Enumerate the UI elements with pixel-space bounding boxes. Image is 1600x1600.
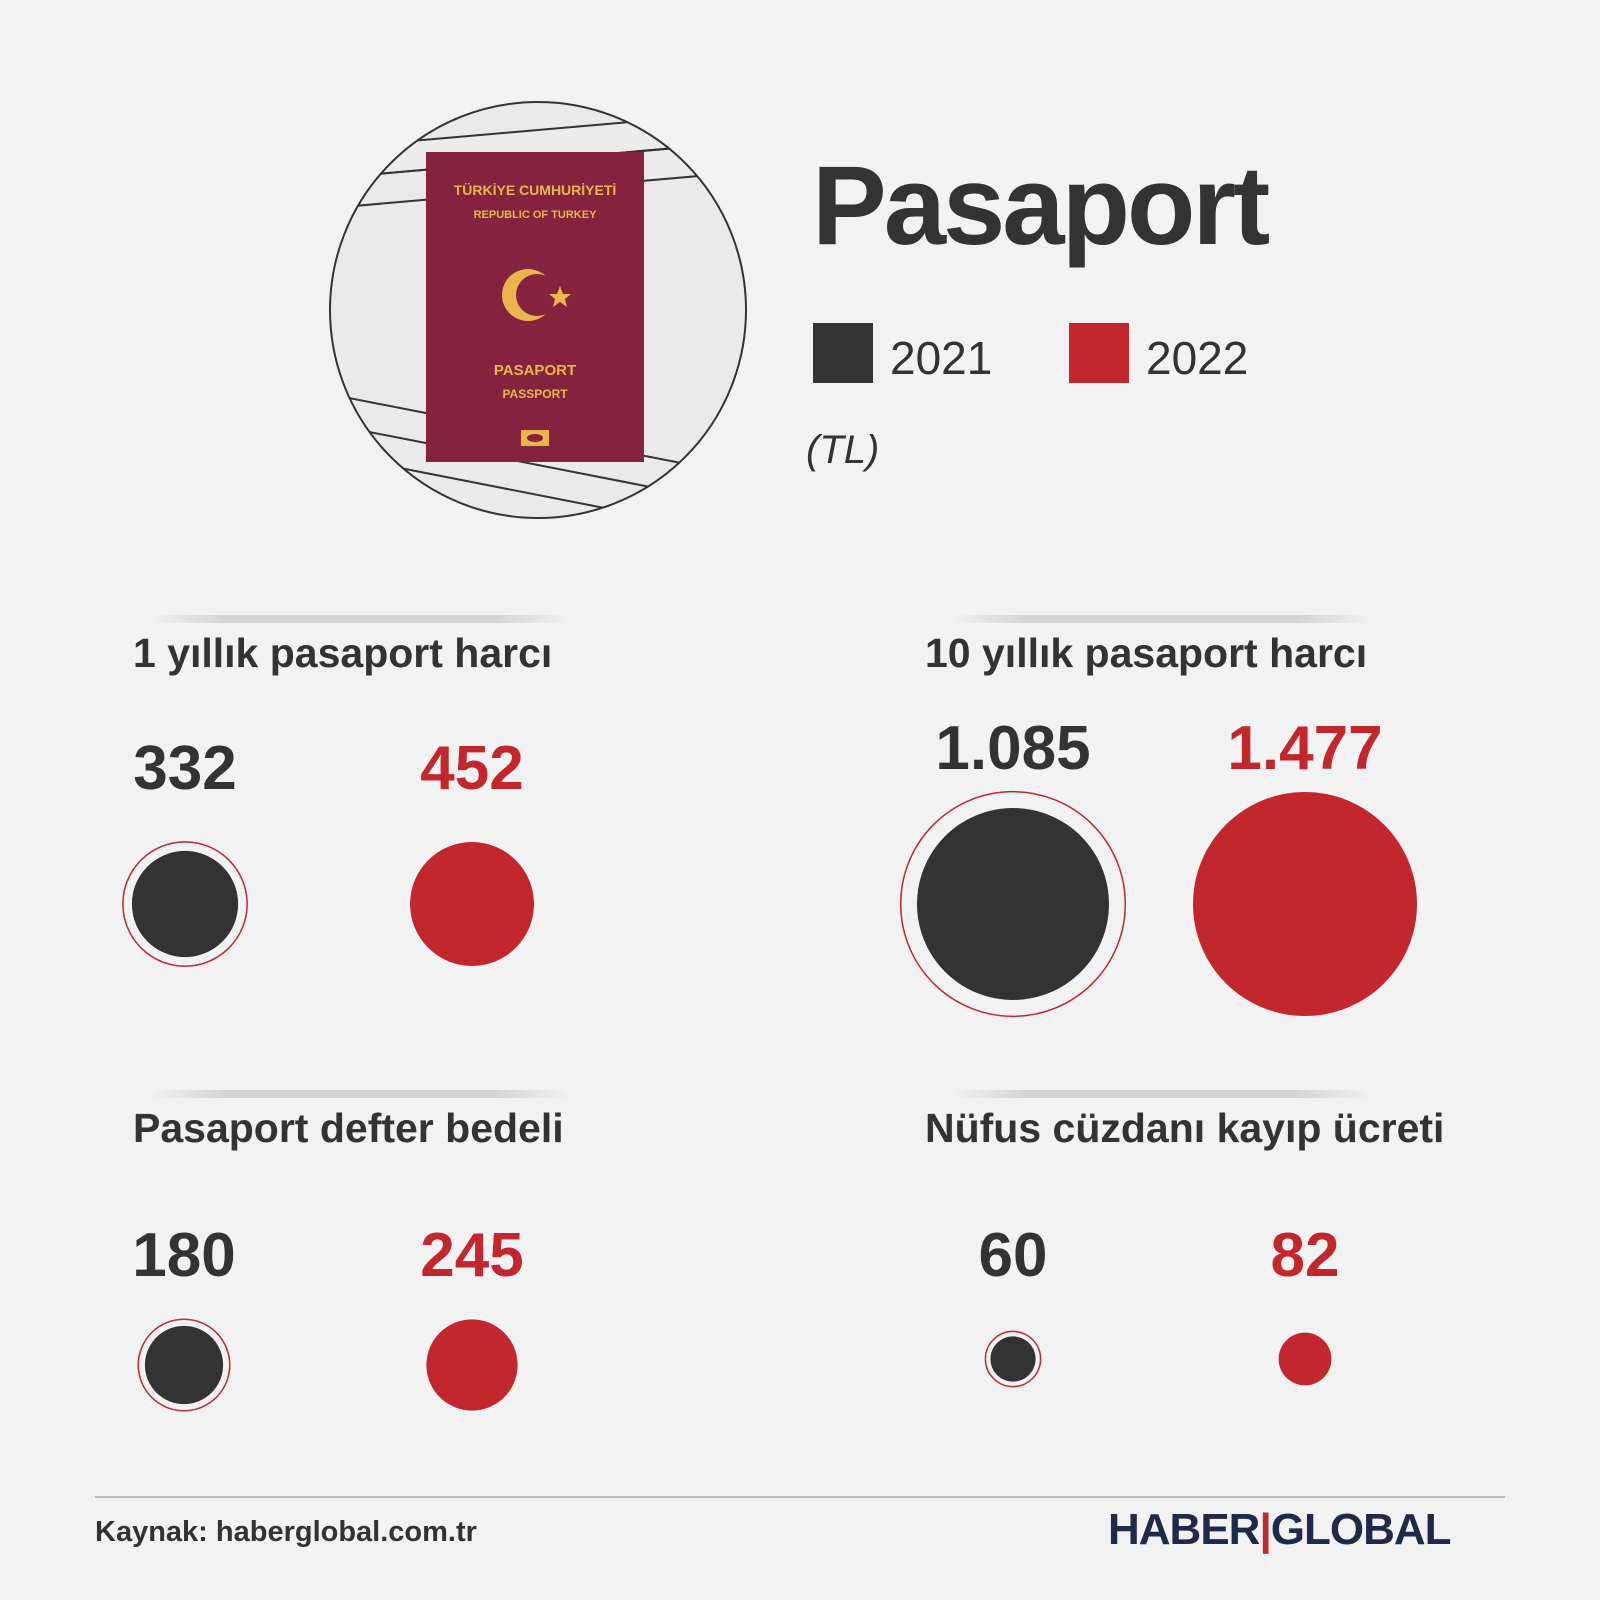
- legend-label-2021: 2021: [890, 332, 993, 384]
- panel-title-bar: [150, 615, 570, 623]
- panel-title-booklet-fee: Pasaport defter bedeli: [133, 1105, 564, 1151]
- brand-logo-left: HABER: [1108, 1505, 1260, 1554]
- brand-logo: HABER|GLOBAL: [1108, 1505, 1452, 1554]
- source-credit: Kaynak: haberglobal.com.tr: [95, 1516, 477, 1548]
- page-title: Pasaport: [812, 143, 1270, 268]
- bubble-id-card-2022: [1278, 1332, 1332, 1386]
- bubble-ring-booklet-2021: [137, 1318, 231, 1412]
- footer-divider: [95, 1496, 1505, 1498]
- bubble-1-year-2021: [131, 850, 239, 958]
- bubble-id-card-2021: [990, 1336, 1036, 1382]
- passport-line-3: PASAPORT: [494, 362, 576, 379]
- biometric-chip-icon: [521, 430, 549, 446]
- legend-swatch-2022: [1069, 323, 1129, 383]
- passport-illustration: TÜRKİYE CUMHURİYETİ REPUBLIC OF TURKEY P…: [329, 101, 747, 519]
- unit-label: (TL): [806, 428, 880, 472]
- bubble-ring-1-year-2021: [122, 841, 248, 967]
- legend-swatch-2021: [813, 323, 873, 383]
- panel-title-bar: [150, 1090, 570, 1098]
- panel-title-10-year-fee: 10 yıllık pasaport harcı: [925, 630, 1368, 676]
- crescent-star-icon: [502, 269, 571, 321]
- panel-title-bar: [952, 1090, 1372, 1098]
- bubble-booklet-2021: [144, 1325, 224, 1405]
- bubble-10-year-2022: [1193, 792, 1417, 1016]
- legend-label-2022: 2022: [1146, 332, 1249, 384]
- value-label-booklet-2021: 180: [132, 1221, 236, 1290]
- value-label-booklet-2022: 245: [420, 1221, 524, 1290]
- brand-logo-separator: |: [1259, 1505, 1271, 1554]
- passport-line-4: PASSPORT: [502, 387, 568, 401]
- bubble-ring-10-year-2021: [899, 790, 1127, 1018]
- passport-line-2: REPUBLIC OF TURKEY: [474, 209, 598, 221]
- value-label-id-card-2021: 60: [978, 1221, 1048, 1290]
- panel-title-id-card-fee: Nüfus cüzdanı kayıp ücreti: [925, 1105, 1445, 1151]
- panel-title-1-year-fee: 1 yıllık pasaport harcı: [133, 630, 553, 676]
- value-label-1-year-2021: 332: [133, 734, 237, 803]
- value-label-10-year-2022: 1.477: [1227, 714, 1383, 783]
- passport-line-1: TÜRKİYE CUMHURİYETİ: [454, 182, 617, 198]
- brand-logo-right: GLOBAL: [1270, 1505, 1452, 1554]
- value-label-id-card-2022: 82: [1270, 1221, 1340, 1290]
- bubble-1-year-2022: [410, 842, 534, 966]
- value-label-10-year-2021: 1.085: [935, 714, 1091, 783]
- bubble-booklet-2022: [426, 1319, 518, 1411]
- panel-title-bar: [952, 615, 1372, 623]
- bubble-10-year-2021: [917, 808, 1109, 1000]
- value-label-1-year-2022: 452: [420, 734, 524, 803]
- bubble-ring-id-card-2021: [984, 1330, 1042, 1388]
